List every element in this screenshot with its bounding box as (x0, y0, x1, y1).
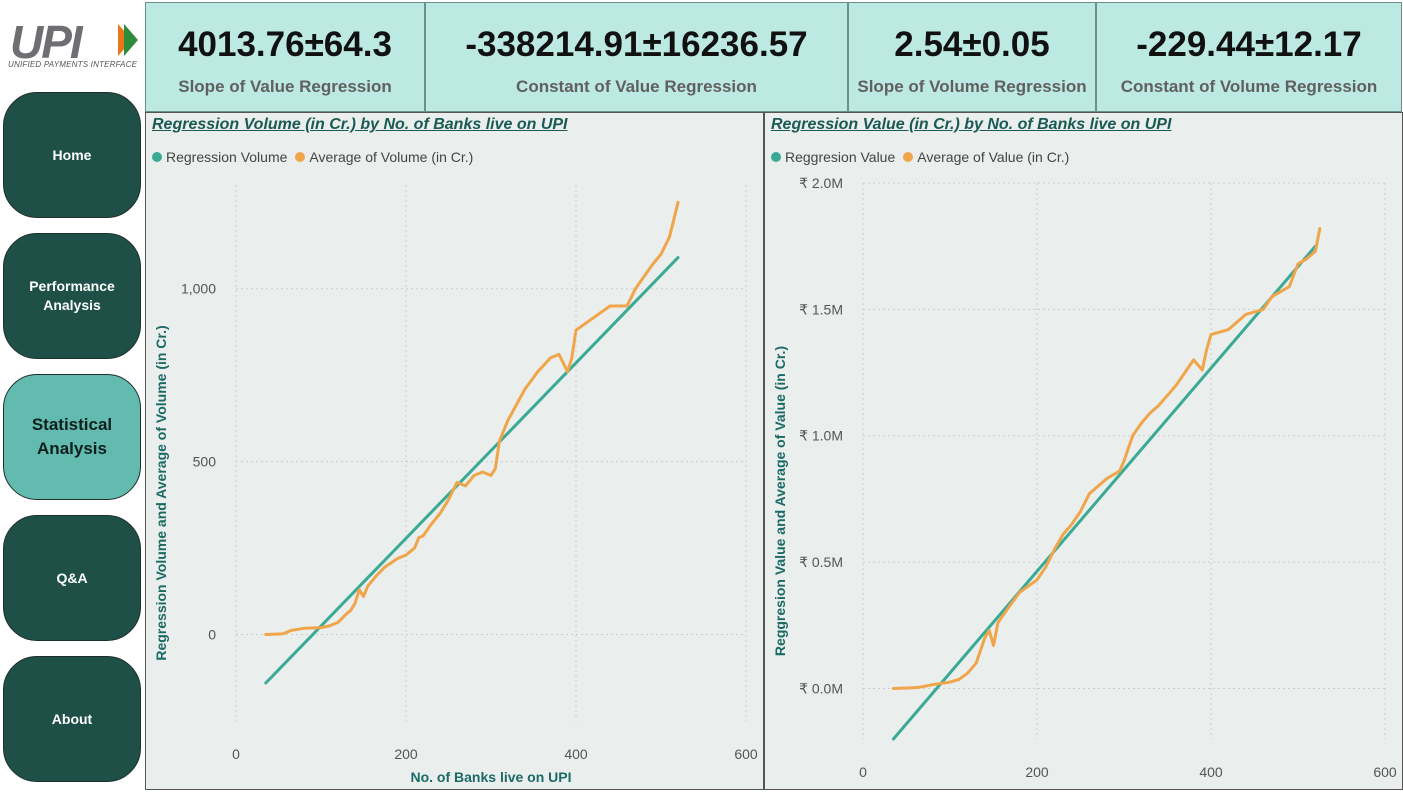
y-tick-label: 500 (193, 454, 217, 470)
kpi-value: 2.54±0.05 (894, 25, 1050, 64)
legend-item[interactable]: Average of Value (in Cr.) (903, 149, 1069, 165)
x-axis-title: No. of Banks live on UPI (410, 769, 571, 785)
y-tick-label: ₹ 2.0M (799, 175, 843, 191)
kpi-label: Slope of Value Regression (178, 77, 392, 96)
legend-marker (903, 152, 914, 162)
kpi-label: Slope of Volume Regression (857, 77, 1087, 96)
volume-regression-chart[interactable]: Regression Volume (in Cr.) by No. of Ban… (145, 112, 764, 790)
upi-logo: UPI (10, 18, 138, 68)
kpi-value: -229.44±12.17 (1136, 25, 1362, 64)
average-line (264, 200, 680, 636)
x-tick-label: 0 (859, 764, 867, 780)
legend-label: Average of Value (in Cr.) (917, 149, 1070, 165)
kpi-label: Constant of Value Regression (516, 77, 757, 96)
y-axis-title: Regression Volume and Average of Volume … (153, 325, 169, 660)
x-tick-label: 600 (734, 746, 758, 762)
average-line (891, 227, 1322, 690)
y-tick-label: ₹ 0.5M (799, 554, 843, 570)
nav-statistical-analysis-button[interactable]: Statistical Analysis (3, 374, 141, 500)
x-tick-label: 200 (1025, 764, 1049, 780)
value-chart-plot: 0 200 400 600 ₹ 0.0M ₹ 0.5M ₹ 1.0M ₹ 1.5M ₹ 2.0M… (772, 175, 1397, 789)
legend-label: Average of Volume (in Cr.) (309, 149, 474, 165)
legend-label: Reggresion Value (785, 149, 896, 165)
legend-marker (771, 152, 781, 162)
y-tick-label: 1,000 (181, 281, 216, 297)
logo-subtitle: UNIFIED PAYMENTS INTERFACE (8, 60, 138, 69)
regression-line (891, 244, 1317, 741)
nav-performance-analysis-button[interactable]: Performance Analysis (3, 233, 141, 359)
kpi-value: -338214.91±16236.57 (465, 25, 808, 64)
svg-text:UPI: UPI (10, 18, 84, 68)
legend-item[interactable]: Reggresion Value (771, 149, 895, 165)
kpi-card-value-slope: 4013.76±64.3 Slope of Value Regression (145, 2, 425, 112)
x-tick-label: 0 (232, 746, 240, 762)
x-tick-label: 400 (564, 746, 588, 762)
chart-legend: Regression Volume Average of Volume (in … (152, 149, 481, 165)
chart-title: Regression Value (in Cr.) by No. of Bank… (771, 116, 1172, 133)
nav-about-button[interactable]: About (3, 656, 141, 782)
y-tick-label: 0 (208, 627, 216, 643)
y-tick-label: ₹ 1.0M (799, 428, 843, 444)
x-tick-label: 400 (1199, 764, 1223, 780)
nav-home-button[interactable]: Home (3, 92, 141, 218)
x-axis-title: No. of Banks live on UPI (1043, 787, 1204, 789)
legend-marker (295, 152, 306, 162)
kpi-value: 4013.76±64.3 (178, 25, 392, 64)
x-tick-label: 200 (394, 746, 418, 762)
nav-qa-button[interactable]: Q&A (3, 515, 141, 641)
kpi-card-volume-slope: 2.54±0.05 Slope of Volume Regression (848, 2, 1096, 112)
chart-title: Regression Volume (in Cr.) by No. of Ban… (152, 116, 568, 133)
volume-chart-plot: 0 200 400 600 0 500 1,000 No. of Banks live on … (153, 185, 758, 785)
chart-legend: Reggresion Value Average of Value (in Cr… (771, 149, 1077, 165)
regression-line (264, 256, 680, 685)
y-tick-label: ₹ 1.5M (799, 301, 843, 317)
legend-item[interactable]: Regression Volume (152, 149, 287, 165)
legend-marker (152, 152, 162, 162)
x-tick-label: 600 (1373, 764, 1397, 780)
legend-item[interactable]: Average of Volume (in Cr.) (295, 149, 473, 165)
sidebar: UPI UNIFIED PAYMENTS INTERFACE Home Perf… (0, 0, 145, 792)
kpi-card-volume-constant: -229.44±12.17 Constant of Volume Regress… (1096, 2, 1402, 112)
legend-label: Regression Volume (166, 149, 288, 165)
y-axis-title: Reggresion Value and Average of Value (i… (772, 346, 788, 656)
y-tick-label: ₹ 0.0M (799, 680, 843, 696)
kpi-label: Constant of Volume Regression (1120, 77, 1378, 96)
value-regression-chart[interactable]: Regression Value (in Cr.) by No. of Bank… (764, 112, 1403, 790)
kpi-card-value-constant: -338214.91±16236.57 Constant of Value Re… (425, 2, 848, 112)
